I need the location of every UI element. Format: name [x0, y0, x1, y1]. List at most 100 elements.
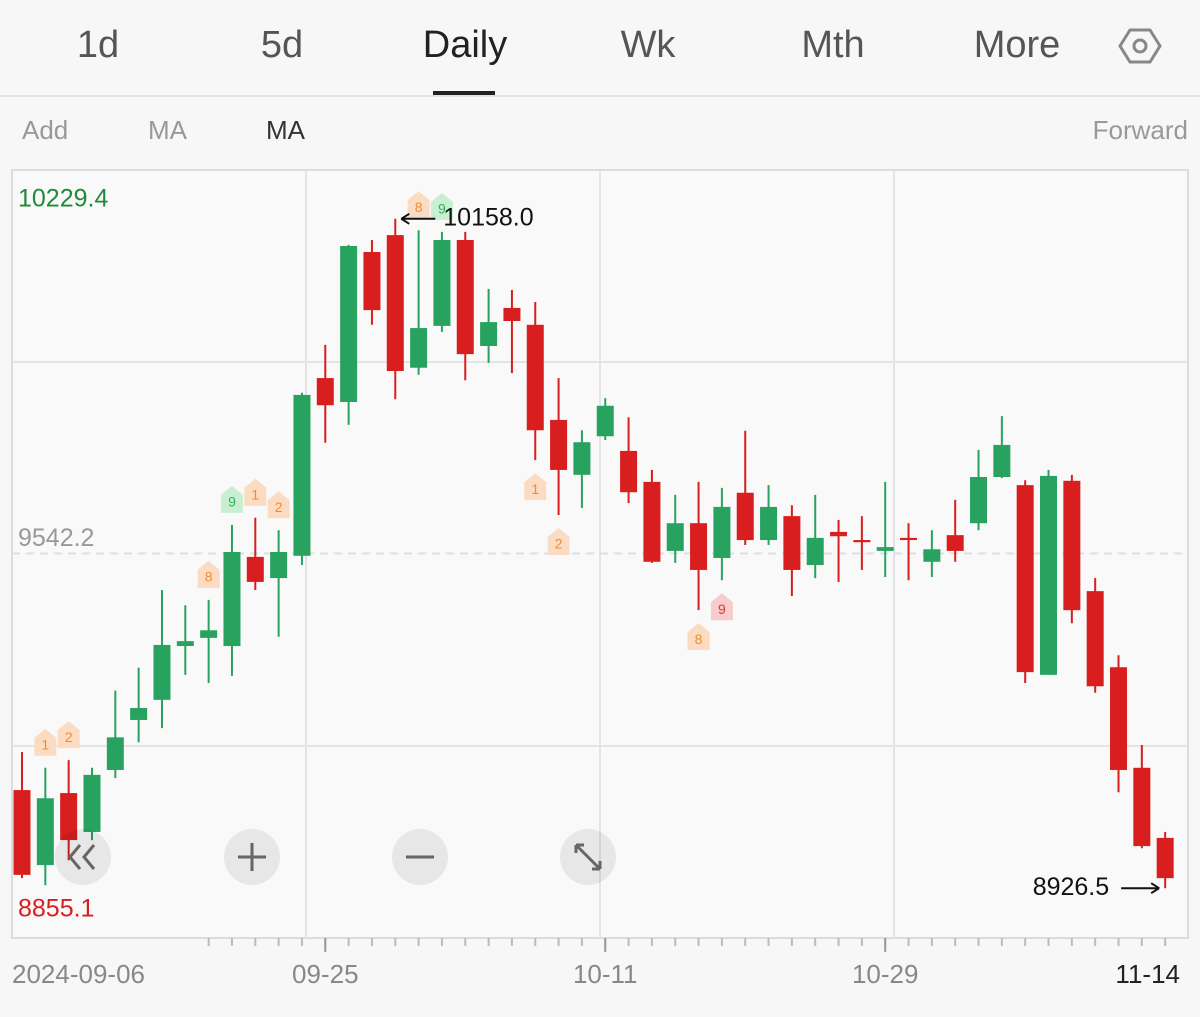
candle-body [503, 307, 521, 321]
candle-body [853, 540, 871, 543]
candle-body [666, 523, 684, 551]
candle-body [970, 476, 988, 524]
x-tick-label: 2024-09-06 [12, 959, 145, 989]
candle-body [1086, 591, 1104, 687]
candle-body [410, 328, 428, 368]
setup-badge-label: 2 [555, 536, 563, 552]
plot: 8855.1 9542.2 10229.4 2024-09-06 09-25 10-11 1… [12, 185, 1188, 989]
candle-body [386, 235, 404, 372]
candle-body [900, 537, 918, 541]
candle-body [806, 537, 824, 566]
fullscreen-icon[interactable] [574, 843, 602, 871]
period-tabs: 1d 5d Daily Wk Mth More [77, 24, 1060, 95]
candle-body [60, 793, 78, 841]
toolbar-item[interactable]: MA [266, 115, 306, 145]
low-label: 8926.5 [1033, 873, 1109, 901]
candle-body [106, 737, 124, 770]
scroll-back-icon[interactable] [68, 844, 96, 870]
setup-badge [267, 491, 290, 519]
candle-body [456, 240, 474, 355]
setup-badge [34, 728, 57, 756]
setup-badge [547, 528, 570, 556]
candle-body [1156, 837, 1174, 879]
setup-badge-label: 2 [65, 729, 73, 745]
tab[interactable]: Daily [423, 24, 507, 66]
x-tick-label: 09-25 [292, 959, 359, 989]
setup-badge-label: 8 [205, 569, 213, 585]
candle-body [736, 492, 754, 541]
setup-badge-label: 8 [415, 199, 423, 215]
setup-badge-label: 9 [718, 601, 726, 617]
candle-body [270, 552, 288, 579]
candle-body [596, 405, 614, 437]
toolbar-forward[interactable]: Forward [1093, 115, 1188, 145]
toolbar: Add MA MA Forward [22, 115, 1188, 145]
candle-body [1133, 767, 1151, 847]
setup-badge [407, 191, 430, 219]
setup-badge-label: 9 [438, 201, 446, 217]
high-arrow [400, 212, 436, 225]
candle-body [1016, 485, 1034, 673]
x-tick-label: 11-14 [1115, 959, 1180, 989]
setup-badge-label: 1 [251, 486, 259, 502]
setup-badge-label: 9 [228, 494, 236, 510]
candle-body [526, 324, 544, 431]
candle-body [340, 245, 358, 402]
candle-body [1110, 667, 1128, 770]
setup-badge [710, 593, 733, 621]
high-label: 10158.0 [443, 203, 533, 231]
setup-badge [220, 485, 243, 513]
setup-badge [430, 192, 453, 220]
candle-body [1040, 475, 1058, 675]
candle-body [153, 644, 171, 700]
candle-body [643, 481, 661, 562]
tab-underline [433, 91, 495, 95]
candle-body [993, 444, 1011, 477]
tab[interactable]: 1d [77, 24, 119, 66]
setup-badge-label: 1 [41, 736, 49, 752]
candle-body [36, 798, 54, 866]
candle-body [690, 523, 708, 570]
setup-badge-label: 1 [531, 481, 539, 497]
y-tick-label: 10229.4 [18, 185, 108, 213]
setup-badge-label: 8 [695, 631, 703, 647]
candle-body [946, 535, 964, 551]
candle-body [363, 251, 381, 311]
candle-body [293, 394, 311, 556]
candle-body [620, 450, 638, 493]
tab[interactable]: Wk [621, 24, 677, 66]
candle-body [316, 378, 334, 406]
tab[interactable]: 5d [261, 24, 303, 66]
candle-body [876, 547, 894, 551]
candle-body [246, 556, 264, 582]
low-arrow [1121, 882, 1160, 895]
settings-hexagon[interactable] [1118, 28, 1162, 64]
zoom-in-icon[interactable] [238, 843, 266, 871]
candle-body [200, 630, 218, 638]
candle-body [83, 774, 101, 832]
candle-body [433, 240, 451, 326]
candle-body [223, 552, 241, 647]
setup-badge [57, 721, 80, 749]
chart-controls [55, 829, 616, 885]
toolbar-item[interactable]: MA [148, 115, 188, 145]
tab[interactable]: More [974, 24, 1061, 66]
settings-dot[interactable] [1132, 38, 1148, 54]
candle-body [176, 641, 194, 647]
setup-badge [197, 560, 220, 588]
candle-body [760, 506, 778, 541]
candle-body [923, 549, 941, 562]
toolbar-item[interactable]: Add [22, 115, 68, 145]
x-tick-label: 10-11 [573, 959, 638, 989]
settings-icon[interactable] [1118, 28, 1162, 64]
setup-badge [524, 473, 547, 501]
grid [12, 170, 1188, 938]
tab[interactable]: Mth [801, 24, 864, 66]
candle-body [573, 442, 591, 475]
candle-body [713, 506, 731, 558]
y-tick-label: 8855.1 [18, 895, 94, 923]
setup-badge-label: 2 [275, 499, 283, 515]
candle-body [13, 790, 31, 875]
candle-body [830, 531, 848, 537]
